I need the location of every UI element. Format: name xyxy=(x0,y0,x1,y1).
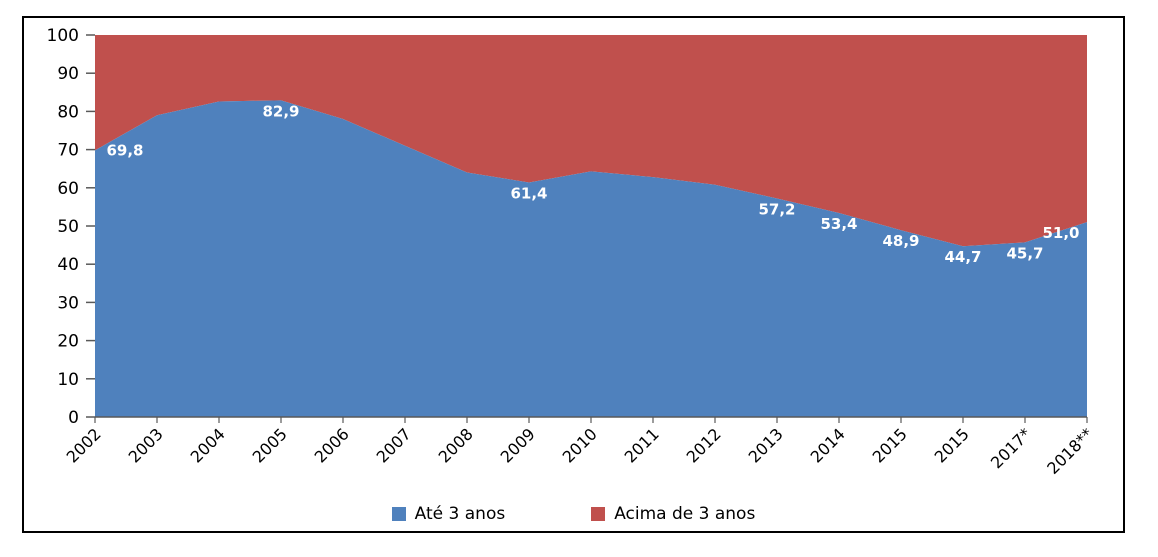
y-axis-label: 40 xyxy=(57,255,79,275)
chart-frame: 0 10 20 30 40 50 60 70 80 90 100 2002 2003 2004 2005 20… xyxy=(22,16,1125,533)
y-axis-label: 0 xyxy=(68,408,79,428)
y-axis-label: 100 xyxy=(47,26,79,46)
legend-swatch-blue-icon xyxy=(391,507,406,521)
x-axis-label: 2005 xyxy=(249,424,291,466)
legend-item-acima-de-3-anos: Acima de 3 anos xyxy=(591,504,755,524)
y-axis-label: 80 xyxy=(57,102,79,122)
data-label: 48,9 xyxy=(882,232,919,250)
x-axis-label: 2014 xyxy=(807,424,849,466)
data-label: 57,2 xyxy=(758,200,795,218)
area-acima-de-3-anos xyxy=(95,35,1087,247)
legend-item-ate-3-anos: Até 3 anos xyxy=(391,504,506,524)
y-axis-label: 20 xyxy=(57,332,79,352)
chart-legend: Até 3 anos Acima de 3 anos xyxy=(24,504,1123,524)
x-axis-label: 2009 xyxy=(497,424,539,466)
y-axis-label: 50 xyxy=(57,217,79,237)
data-label: 61,4 xyxy=(510,184,547,202)
x-axis-label: 2010 xyxy=(559,424,601,466)
x-axis-label: 2015 xyxy=(931,424,973,466)
x-axis-label: 2008 xyxy=(435,424,477,466)
area-ate-3-anos xyxy=(95,100,1087,418)
legend-label-ate-3-anos: Até 3 anos xyxy=(414,504,506,524)
x-axis-label: 2006 xyxy=(311,424,353,466)
y-axis-label: 10 xyxy=(57,370,79,390)
y-axis-label: 30 xyxy=(57,293,79,313)
legend-swatch-red-icon xyxy=(591,507,606,521)
x-axis-label: 2003 xyxy=(125,424,167,466)
data-label: 51,0 xyxy=(1042,224,1079,242)
data-label: 44,7 xyxy=(944,248,981,266)
legend-label-acima-de-3-anos: Acima de 3 anos xyxy=(614,504,756,524)
data-label: 69,8 xyxy=(106,141,143,159)
x-axis-label: 2017* xyxy=(987,424,1035,472)
data-label: 45,7 xyxy=(1006,244,1043,262)
y-axis-label: 60 xyxy=(57,179,79,199)
x-axis-label: 2018** xyxy=(1043,424,1097,478)
y-axis-label: 70 xyxy=(57,141,79,161)
x-axis-label: 2004 xyxy=(187,424,229,466)
x-axis-label: 2007 xyxy=(373,424,415,466)
x-axis-label: 2012 xyxy=(683,424,725,466)
x-axis-label: 2013 xyxy=(745,424,787,466)
x-axis-label: 2015 xyxy=(869,424,911,466)
y-axis-label: 90 xyxy=(57,64,79,84)
x-axis-label: 2011 xyxy=(621,424,663,466)
data-label: 53,4 xyxy=(820,215,857,233)
data-label: 82,9 xyxy=(262,102,299,120)
x-axis-label: 2002 xyxy=(63,424,105,466)
stacked-area-chart: 0 10 20 30 40 50 60 70 80 90 100 2002 2003 2004 2005 20… xyxy=(47,26,1097,478)
